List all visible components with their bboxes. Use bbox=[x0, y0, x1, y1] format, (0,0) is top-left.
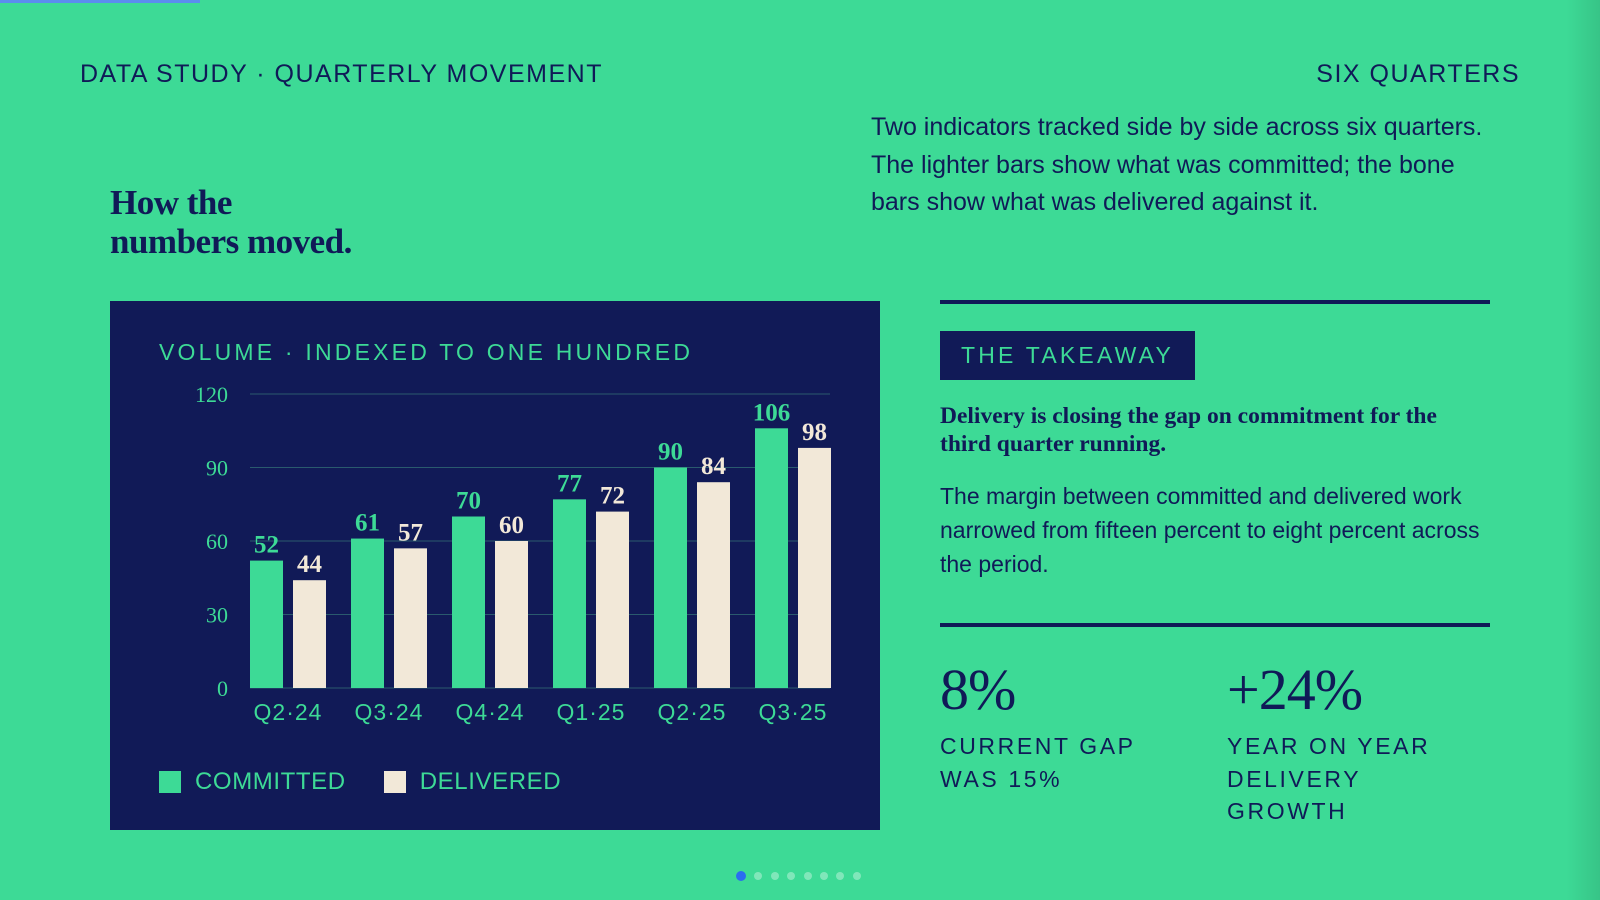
page-title-line-2: numbers moved. bbox=[110, 222, 352, 261]
legend-swatch-committed bbox=[159, 771, 181, 793]
bar-chart: 0 30 60 90 120 52 44 Q2·24 61 57 Q3·24 70 60 Q4·24 77 7… bbox=[195, 382, 831, 725]
bar-committed bbox=[351, 538, 384, 688]
pager-dot-1[interactable] bbox=[736, 871, 746, 881]
data-label: 90 bbox=[658, 439, 683, 466]
stat-number: +24 bbox=[1227, 657, 1316, 722]
y-tick-label: 60 bbox=[206, 529, 228, 554]
chart-title: VOLUME · INDEXED TO ONE HUNDRED bbox=[159, 339, 694, 365]
data-label: 106 bbox=[753, 399, 791, 426]
x-tick-label: Q2·25 bbox=[658, 699, 727, 725]
bar-delivered bbox=[798, 447, 831, 688]
legend-label-delivered: DELIVERED bbox=[419, 768, 562, 795]
data-label: 61 bbox=[355, 510, 380, 537]
divider-bottom bbox=[940, 623, 1490, 627]
legend-label-committed: COMMITTED bbox=[195, 768, 346, 795]
page-title: How the numbers moved. bbox=[110, 183, 352, 261]
stat-delivery-growth: +24% YEAR ON YEAR DELIVERY GROWTH bbox=[1227, 658, 1487, 828]
series-label: SIX QUARTERS bbox=[1316, 60, 1520, 88]
bar-delivered bbox=[495, 541, 528, 688]
stat-value: +24% bbox=[1227, 658, 1487, 722]
pager-dot-8[interactable] bbox=[852, 872, 861, 880]
bar-delivered bbox=[293, 580, 326, 688]
data-label: 44 bbox=[297, 551, 323, 578]
bar-delivered bbox=[394, 548, 427, 688]
pager-dot-7[interactable] bbox=[836, 872, 845, 880]
takeaway-lede: Delivery is closing the gap on commitmen… bbox=[940, 403, 1437, 457]
data-label: 70 bbox=[456, 488, 481, 515]
y-tick-label: 30 bbox=[206, 603, 228, 628]
data-label: 52 bbox=[254, 532, 279, 559]
deck-progress-fill bbox=[0, 0, 200, 3]
divider-top bbox=[940, 300, 1490, 304]
x-tick-label: Q2·24 bbox=[254, 699, 323, 725]
y-tick-label: 90 bbox=[206, 456, 228, 481]
takeaway-badge: THE TAKEAWAY bbox=[940, 331, 1196, 380]
page-title-line-1: How the bbox=[110, 183, 232, 222]
deck-progress-bar bbox=[0, 0, 1600, 4]
pager-dot-3[interactable] bbox=[770, 872, 779, 880]
intro-paragraph: Two indicators tracked side by side acro… bbox=[871, 113, 1483, 216]
y-tick-label: 120 bbox=[195, 382, 228, 407]
pager-dot-6[interactable] bbox=[819, 872, 828, 880]
bar-committed bbox=[553, 499, 586, 688]
stat-current-gap: 8% CURRENT GAP WAS 15% bbox=[940, 658, 1180, 795]
stat-label: CURRENT GAP WAS 15% bbox=[940, 733, 1136, 792]
legend-item-committed: COMMITTED bbox=[159, 768, 346, 796]
x-tick-label: Q1·25 bbox=[557, 699, 626, 725]
section-label: DATA STUDY · QUARTERLY MOVEMENT bbox=[80, 60, 603, 88]
stat-unit: % bbox=[968, 657, 1016, 722]
pager-dot-4[interactable] bbox=[787, 872, 796, 880]
data-label: 98 bbox=[802, 419, 827, 446]
stat-number: 8 bbox=[940, 657, 969, 722]
legend-item-delivered: DELIVERED bbox=[383, 768, 562, 796]
bar-committed bbox=[654, 467, 687, 688]
pager-dot-2[interactable] bbox=[754, 872, 763, 880]
edge-shadow bbox=[1566, 0, 1600, 900]
x-tick-label: Q3·25 bbox=[759, 699, 828, 725]
slide-pager bbox=[736, 871, 869, 881]
stat-unit: % bbox=[1314, 657, 1363, 722]
stat-label: YEAR ON YEAR DELIVERY GROWTH bbox=[1227, 733, 1431, 824]
chart-legend: COMMITTED DELIVERED bbox=[159, 768, 599, 796]
data-label: 60 bbox=[499, 512, 524, 539]
takeaway-body: The margin between committed and deliver… bbox=[940, 483, 1480, 577]
bar-committed bbox=[250, 560, 283, 688]
y-tick-label: 0 bbox=[217, 676, 228, 701]
data-label: 57 bbox=[398, 519, 423, 546]
bar-delivered bbox=[596, 511, 629, 688]
data-label: 77 bbox=[557, 470, 582, 497]
bar-committed bbox=[755, 428, 788, 688]
bar-committed bbox=[452, 516, 485, 688]
data-label: 72 bbox=[600, 483, 625, 510]
stat-value: 8% bbox=[940, 658, 1180, 722]
bar-delivered bbox=[697, 482, 730, 688]
x-tick-label: Q3·24 bbox=[355, 699, 424, 725]
pager-dot-5[interactable] bbox=[803, 872, 812, 880]
legend-swatch-delivered bbox=[383, 771, 406, 793]
data-label: 84 bbox=[701, 453, 727, 480]
x-tick-label: Q4·24 bbox=[456, 699, 525, 725]
chart-panel: VOLUME · INDEXED TO ONE HUNDRED 0 30 60 90 1… bbox=[110, 301, 880, 830]
